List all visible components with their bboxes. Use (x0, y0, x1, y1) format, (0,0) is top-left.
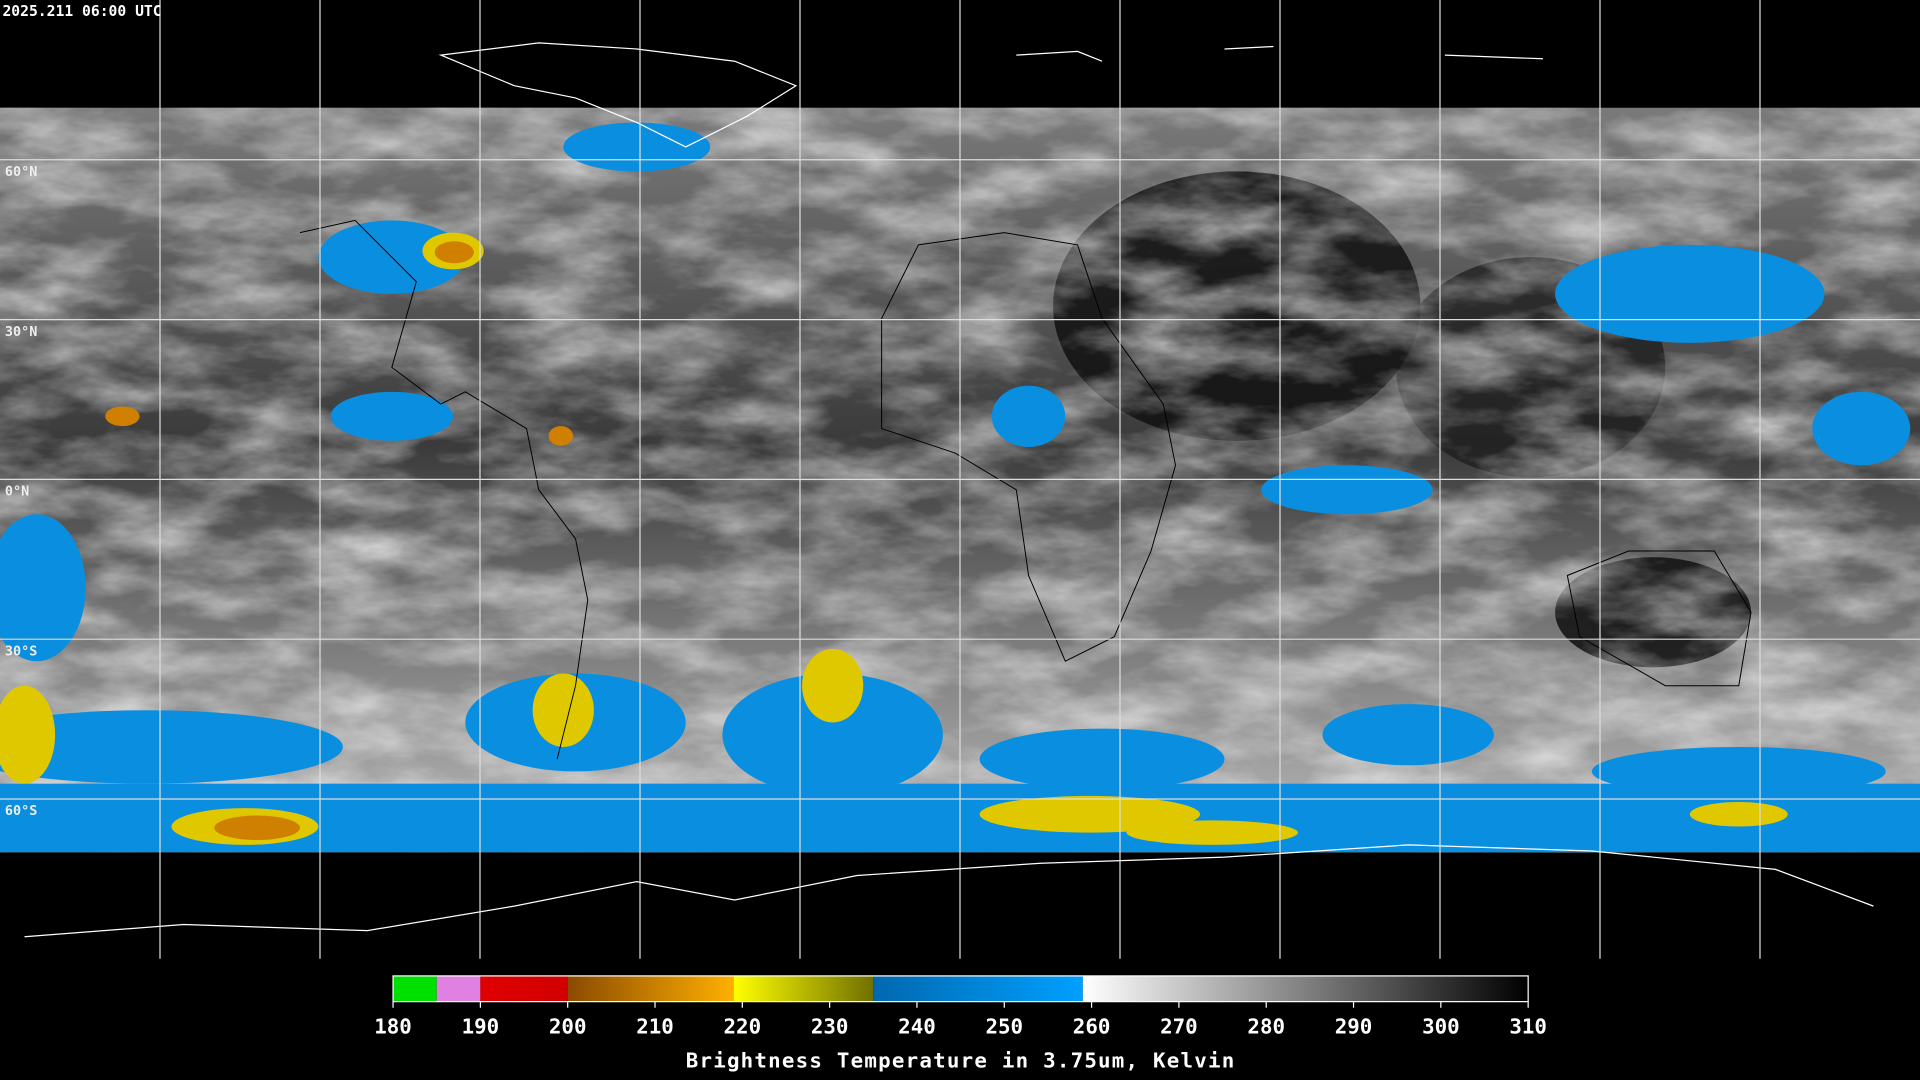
colorbar-frame (392, 975, 1529, 1003)
colorbar-segment (567, 975, 734, 1002)
colorbar-tick-label: 300 (1422, 1014, 1460, 1038)
colorbar-title: Brightness Temperature in 3.75um, Kelvin (686, 1049, 1236, 1073)
colorbar-tick-label: 290 (1335, 1014, 1373, 1038)
colorbar-segment (873, 975, 1083, 1002)
colorbar-tick-label: 270 (1160, 1014, 1198, 1038)
colorbar-tick-label: 250 (985, 1014, 1023, 1038)
lat-label: 30°N (5, 325, 37, 340)
colorbar-tick-label: 310 (1509, 1014, 1547, 1038)
colorbar-tick-label: 230 (811, 1014, 849, 1038)
colorbar-segment (1082, 975, 1529, 1002)
lat-label: 30°S (5, 644, 37, 659)
coastline (24, 42, 1874, 938)
graticule (0, 0, 1920, 959)
colorbar-segment (733, 975, 874, 1002)
colorbar-tick-label: 190 (462, 1014, 500, 1038)
colorbar-tick-label: 280 (1247, 1014, 1285, 1038)
colorbar-tick-label: 220 (724, 1014, 762, 1038)
lat-label: 60°N (5, 165, 37, 180)
timestamp: 2025.211 06:00 UTC (2, 3, 161, 20)
colorbar-tick-label: 200 (549, 1014, 587, 1038)
colorbar-segment (436, 975, 481, 1002)
colorbar-segment (480, 975, 568, 1002)
colorbar-tick-label: 180 (374, 1014, 412, 1038)
lat-label: 60°S (5, 804, 37, 819)
colorbar-tick-label: 260 (1073, 1014, 1111, 1038)
colorbar-tick-label: 240 (898, 1014, 936, 1038)
colorbar-tick-label: 210 (636, 1014, 674, 1038)
colorbar-segment (393, 975, 437, 1002)
coldest-cloud (105, 241, 574, 840)
coastline (299, 219, 1752, 760)
lat-label: 0°N (5, 485, 29, 500)
